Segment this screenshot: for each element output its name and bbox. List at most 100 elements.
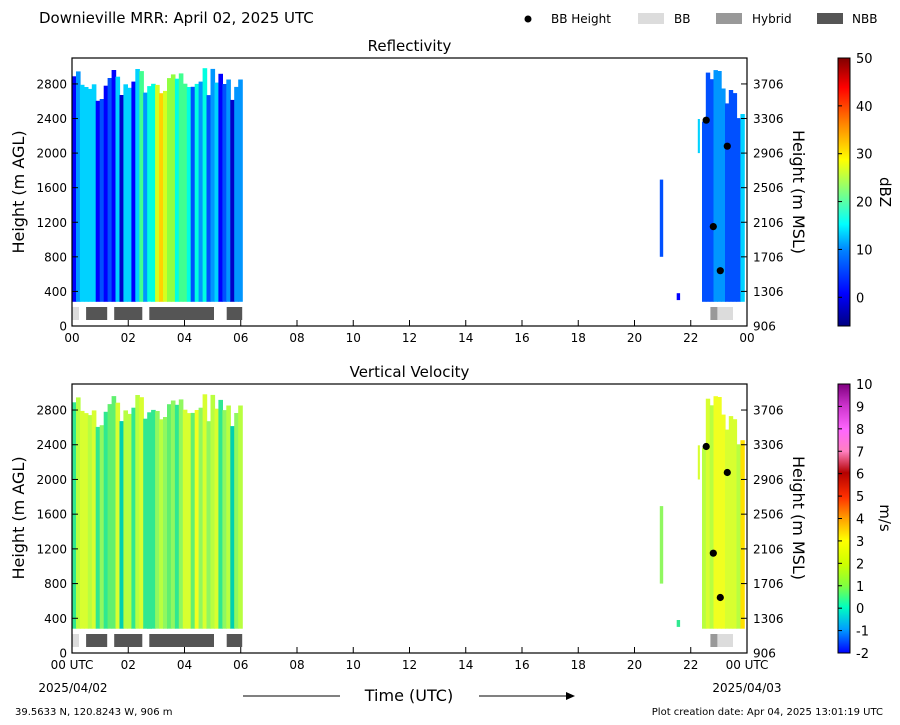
reflectivity-bb-classification xyxy=(72,307,733,320)
echo-strip xyxy=(676,620,681,627)
echo-strip xyxy=(167,78,172,302)
colorbar-tick-label: 4 xyxy=(856,513,864,528)
y-tick-label: 1200 xyxy=(36,542,67,556)
echo-strip xyxy=(159,93,164,302)
echo-strip xyxy=(728,416,734,629)
echo-strip xyxy=(178,399,184,629)
echo-strip xyxy=(210,68,216,302)
echo-strip xyxy=(107,78,113,302)
legend-bb-height-label: BB Height xyxy=(551,12,611,26)
echo-strip xyxy=(182,83,188,302)
echo-strip xyxy=(697,445,700,480)
y-right-tick-label: 3306 xyxy=(753,112,784,126)
echo-strip xyxy=(740,114,745,302)
y-tick-label: 2800 xyxy=(36,77,67,91)
echo-strip xyxy=(226,79,231,302)
velocity-field xyxy=(72,394,745,629)
echo-strip xyxy=(721,414,726,629)
echo-strip xyxy=(721,88,726,302)
legend-bb-label: BB xyxy=(674,12,690,26)
start-date-label: 2025/04/02 xyxy=(38,681,107,695)
bb-class-segment-bb xyxy=(717,634,733,647)
echo-strip xyxy=(659,179,664,257)
x-tick-label: 20 xyxy=(627,331,642,345)
echo-strip xyxy=(198,81,204,302)
echo-strip xyxy=(732,93,738,302)
y-right-tick-label: 2106 xyxy=(753,542,784,556)
echo-strip xyxy=(709,405,715,629)
x-tick-label: 10 xyxy=(346,331,361,345)
y-tick-label: 800 xyxy=(44,577,67,591)
echo-strip xyxy=(123,410,128,629)
echo-strip xyxy=(103,411,109,629)
x-tick-label: 18 xyxy=(571,658,586,672)
echo-strip xyxy=(174,404,180,629)
echo-strip xyxy=(198,407,204,629)
echo-strip xyxy=(79,410,85,629)
echo-strip xyxy=(115,402,121,629)
echo-strip xyxy=(87,88,93,302)
reflectivity-ylabel: Height (m AGL) xyxy=(9,130,28,253)
echo-strip xyxy=(76,397,81,629)
y-right-tick-label: 3706 xyxy=(753,77,784,91)
reflectivity-bb-height-points xyxy=(702,116,731,275)
y-tick-label: 1600 xyxy=(36,181,67,195)
bb-class-segment-nbb xyxy=(149,634,214,647)
x-tick-label: 08 xyxy=(289,331,304,345)
x-tick-label: 06 xyxy=(233,658,248,672)
echo-strip xyxy=(206,421,212,629)
echo-strip xyxy=(206,95,212,302)
echo-strip xyxy=(705,398,711,629)
bb-class-segment-hybrid xyxy=(710,634,718,647)
echo-strip xyxy=(226,405,231,629)
echo-strip xyxy=(111,70,117,302)
echo-strip xyxy=(697,119,700,154)
colorbar-tick-label: 2 xyxy=(856,557,864,572)
colorbar-tick-label: 40 xyxy=(856,100,873,115)
y-right-tick-label: 1706 xyxy=(753,577,784,591)
y-right-tick-label: 2506 xyxy=(753,508,784,522)
echo-strip xyxy=(214,408,220,629)
x-tick-label: 02 xyxy=(121,658,136,672)
velocity-ylabel: Height (m AGL) xyxy=(9,456,28,579)
echo-strip xyxy=(218,399,223,629)
bb-class-segment-bb xyxy=(717,307,733,320)
bb-class-segment-nbb xyxy=(114,307,143,320)
bb-class-segment-nbb xyxy=(149,307,214,320)
legend-nbb-swatch xyxy=(817,13,843,24)
echo-strip xyxy=(99,425,105,629)
header-legend: BB Height BB Hybrid NBB xyxy=(524,12,877,26)
y-right-tick-label: 906 xyxy=(753,647,776,661)
echo-strip xyxy=(202,68,208,302)
echo-strip xyxy=(717,397,722,629)
echo-strip xyxy=(155,84,160,302)
echo-strip xyxy=(87,415,93,629)
echo-strip xyxy=(222,84,227,302)
x-tick-label: 20 xyxy=(627,658,642,672)
colorbar-tick-label: 20 xyxy=(856,196,873,211)
echo-strip xyxy=(95,426,101,629)
echo-strip xyxy=(659,506,664,584)
reflectivity-title: Reflectivity xyxy=(368,37,452,55)
echo-strip xyxy=(139,71,144,302)
time-arrow-head xyxy=(566,692,575,700)
velocity-colorbar-ticks: -2 -1 0 1 2 3 4 5 6 7 8 9 10 xyxy=(838,378,873,662)
echo-strip xyxy=(72,402,77,629)
echo-strip xyxy=(95,100,101,302)
colorbar-tick-label: 9 xyxy=(856,400,864,415)
x-tick-label: 04 xyxy=(177,658,192,672)
y-right-tick-label: 2906 xyxy=(753,147,784,161)
echo-strip xyxy=(147,412,152,629)
echo-strip xyxy=(740,440,745,629)
echo-strip xyxy=(131,81,136,302)
echo-strip xyxy=(151,409,156,629)
x-tick-label: 08 xyxy=(289,658,304,672)
echo-strip xyxy=(170,74,176,302)
echo-strip xyxy=(99,99,105,302)
bb-height-point xyxy=(709,223,717,231)
legend-bb-swatch xyxy=(638,13,664,24)
echo-strip xyxy=(238,405,243,629)
y-right-tick-label: 2506 xyxy=(753,181,784,195)
bb-height-point xyxy=(723,468,731,477)
creation-date-label: Plot creation date: Apr 04, 2025 13:01:1… xyxy=(652,707,883,718)
